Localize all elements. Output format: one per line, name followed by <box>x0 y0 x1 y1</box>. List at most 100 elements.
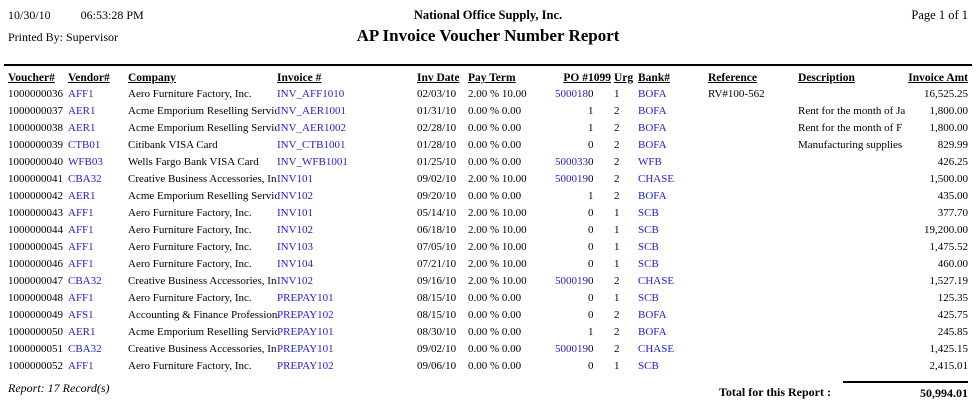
cell-po-link[interactable] <box>530 309 588 326</box>
cell-invoice-amount: 377.70 <box>937 207 968 219</box>
cell-bank-link[interactable]: BOFA <box>638 139 667 151</box>
company-name: National Office Supply, Inc. <box>413 8 563 22</box>
cell-invoice-link[interactable]: INV_AER1002 <box>277 122 347 134</box>
cell-pay-term: 2.00 % 10.00 <box>468 88 527 100</box>
cell-invoice-link[interactable]: INV_WFB1001 <box>277 156 348 168</box>
cell-invoice-date: 09/02/10 <box>417 173 457 185</box>
cell-urgency: 1 <box>614 224 620 236</box>
cell-po-link[interactable] <box>530 139 588 156</box>
cell-invoice-link[interactable]: INV_AFF1010 <box>277 88 345 100</box>
cell-description <box>798 88 900 105</box>
cell-po-link[interactable]: 500019 <box>555 343 588 355</box>
cell-1099-flag: 0 <box>588 258 594 270</box>
table-header-row: Voucher# Vendor# Company Invoice # Inv D… <box>8 72 968 88</box>
cell-vendor-link[interactable]: CTB01 <box>68 139 101 151</box>
cell-invoice-link[interactable]: INV102 <box>277 190 314 202</box>
cell-invoice-link[interactable]: INV102 <box>277 224 314 236</box>
cell-bank-link[interactable]: SCB <box>638 241 659 253</box>
cell-company-name: Acme Emporium Reselling Servic <box>128 190 277 202</box>
cell-bank-link[interactable]: WFB <box>638 156 662 168</box>
cell-bank-link[interactable]: BOFA <box>638 88 667 100</box>
cell-vendor-link[interactable]: AER1 <box>68 326 96 338</box>
cell-invoice-link[interactable]: INV102 <box>277 275 314 287</box>
cell-po-link[interactable]: 500033 <box>555 156 588 168</box>
cell-pay-term: 0.00 % 0.00 <box>468 326 522 338</box>
cell-vendor-link[interactable]: AFF1 <box>68 241 94 253</box>
cell-reference <box>708 156 798 173</box>
cell-invoice-date: 09/16/10 <box>417 275 457 287</box>
cell-description <box>798 224 900 241</box>
cell-invoice-link[interactable]: INV101 <box>277 173 314 185</box>
cell-bank-link[interactable]: CHASE <box>638 275 675 287</box>
cell-company-name: Aero Furniture Factory, Inc. <box>128 241 252 253</box>
table-row: 1000000050 AER1 Acme Emporium Reselling … <box>8 326 968 343</box>
cell-voucher-number: 1000000051 <box>8 343 63 355</box>
cell-bank-link[interactable]: BOFA <box>638 326 667 338</box>
cell-invoice-link[interactable]: INV103 <box>277 241 314 253</box>
print-time: 06:53:28 PM <box>80 8 144 22</box>
cell-invoice-date: 08/30/10 <box>417 326 457 338</box>
cell-bank-link[interactable]: CHASE <box>638 343 675 355</box>
cell-reference <box>708 139 798 156</box>
cell-vendor-link[interactable]: AFS1 <box>68 309 94 321</box>
cell-po-link[interactable] <box>530 224 588 241</box>
cell-invoice-date: 02/28/10 <box>417 122 457 134</box>
table-row: 1000000049 AFS1 Accounting & Finance Pro… <box>8 309 968 326</box>
cell-bank-link[interactable]: BOFA <box>638 122 667 134</box>
cell-invoice-date: 06/18/10 <box>417 224 457 236</box>
cell-vendor-link[interactable]: AER1 <box>68 122 96 134</box>
cell-vendor-link[interactable]: CBA32 <box>68 173 102 185</box>
cell-po-link[interactable] <box>530 122 588 139</box>
cell-bank-link[interactable]: BOFA <box>638 309 667 321</box>
cell-bank-link[interactable]: CHASE <box>638 173 675 185</box>
cell-vendor-link[interactable]: AFF1 <box>68 292 94 304</box>
cell-invoice-link[interactable]: PREPAY102 <box>277 309 334 321</box>
cell-voucher-number: 1000000043 <box>8 207 63 219</box>
cell-invoice-link[interactable]: PREPAY101 <box>277 343 334 355</box>
cell-po-link[interactable]: 500019 <box>555 173 588 185</box>
cell-description: Manufacturing supplies <box>798 139 903 151</box>
cell-po-link[interactable]: 500018 <box>555 88 588 100</box>
cell-invoice-link[interactable]: INV_AER1001 <box>277 105 347 117</box>
cell-po-link[interactable] <box>530 241 588 258</box>
col-header-company: Company <box>128 72 176 84</box>
cell-bank-link[interactable]: BOFA <box>638 190 667 202</box>
cell-bank-link[interactable]: SCB <box>638 360 659 372</box>
cell-invoice-date: 01/31/10 <box>417 105 457 117</box>
cell-vendor-link[interactable]: AER1 <box>68 105 96 117</box>
cell-po-link[interactable] <box>530 190 588 207</box>
cell-po-link[interactable] <box>530 105 588 122</box>
cell-company-name: Creative Business Accessories, In <box>128 275 277 287</box>
cell-vendor-link[interactable]: CBA32 <box>68 343 102 355</box>
cell-po-link[interactable] <box>530 360 588 377</box>
cell-bank-link[interactable]: BOFA <box>638 105 667 117</box>
cell-pay-term: 2.00 % 10.00 <box>468 173 527 185</box>
cell-vendor-link[interactable]: AER1 <box>68 190 96 202</box>
cell-vendor-link[interactable]: CBA32 <box>68 275 102 287</box>
cell-vendor-link[interactable]: AFF1 <box>68 207 94 219</box>
cell-invoice-amount: 1,800.00 <box>929 122 969 134</box>
cell-po-link[interactable] <box>530 292 588 309</box>
cell-invoice-link[interactable]: PREPAY101 <box>277 326 334 338</box>
cell-invoice-link[interactable]: INV_CTB1001 <box>277 139 346 151</box>
cell-vendor-link[interactable]: AFF1 <box>68 258 94 270</box>
cell-invoice-link[interactable]: INV104 <box>277 258 314 270</box>
cell-invoice-link[interactable]: PREPAY101 <box>277 292 334 304</box>
cell-urgency: 2 <box>614 105 620 117</box>
cell-1099-flag: 0 <box>588 309 594 321</box>
cell-bank-link[interactable]: SCB <box>638 258 659 270</box>
cell-po-link[interactable] <box>530 258 588 275</box>
cell-vendor-link[interactable]: AFF1 <box>68 360 94 372</box>
cell-invoice-amount: 1,475.52 <box>929 241 969 253</box>
cell-invoice-link[interactable]: INV101 <box>277 207 314 219</box>
cell-vendor-link[interactable]: WFB03 <box>68 156 103 168</box>
cell-vendor-link[interactable]: AFF1 <box>68 88 94 100</box>
cell-bank-link[interactable]: SCB <box>638 207 659 219</box>
cell-vendor-link[interactable]: AFF1 <box>68 224 94 236</box>
cell-invoice-link[interactable]: PREPAY102 <box>277 360 334 372</box>
cell-bank-link[interactable]: SCB <box>638 292 659 304</box>
cell-bank-link[interactable]: SCB <box>638 224 659 236</box>
cell-po-link[interactable]: 500019 <box>555 275 588 287</box>
cell-po-link[interactable] <box>530 326 588 343</box>
cell-po-link[interactable] <box>530 207 588 224</box>
